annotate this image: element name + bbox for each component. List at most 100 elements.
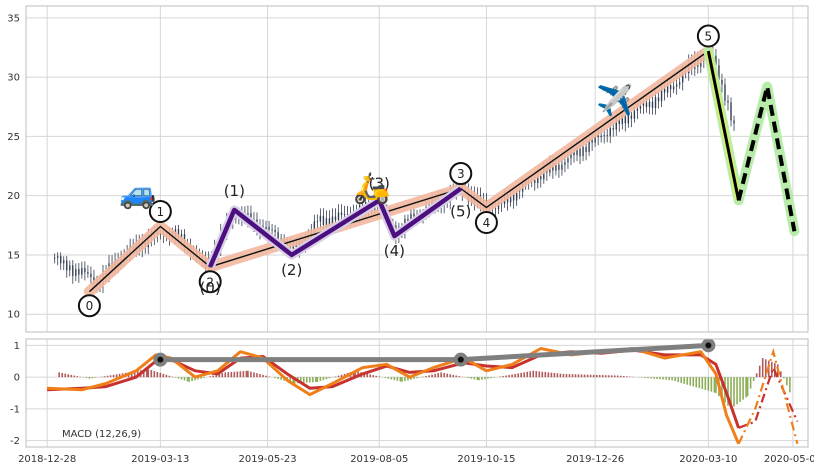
candle-body xyxy=(555,164,557,171)
price-y-tick-label: 10 xyxy=(7,310,20,321)
macd-histogram-bar xyxy=(428,375,430,378)
macd-histogram-bar xyxy=(683,377,686,384)
macd-histogram-bar xyxy=(390,377,393,380)
macd-histogram-bar xyxy=(94,377,97,378)
macd-histogram-bar xyxy=(416,377,418,379)
candle-body xyxy=(540,176,542,180)
macd-histogram-bar xyxy=(277,377,279,379)
macd-histogram-bar xyxy=(721,377,723,400)
candle-body xyxy=(597,134,599,138)
price-y-tick-label: 25 xyxy=(7,132,20,143)
macd-histogram-bar xyxy=(701,377,704,390)
candle-body xyxy=(576,148,578,156)
macd-histogram-bar xyxy=(665,377,667,380)
macd-histogram-bar xyxy=(165,374,168,378)
candle-body xyxy=(573,152,575,156)
macd-histogram-bar xyxy=(292,377,295,384)
price-panel-frame xyxy=(25,5,809,333)
macd-histogram-bar xyxy=(484,377,486,380)
candle-body xyxy=(331,216,334,227)
macd-histogram-bar xyxy=(556,373,559,378)
candle-body xyxy=(645,102,648,107)
candle-body xyxy=(346,214,349,216)
macd-histogram-bar xyxy=(186,377,189,382)
candle-body xyxy=(180,234,183,239)
macd-histogram-bar xyxy=(337,375,340,378)
candle-body xyxy=(624,115,627,124)
candle-body xyxy=(325,218,328,225)
candle-body xyxy=(618,118,620,125)
macd-histogram-bar xyxy=(502,376,504,378)
macd-histogram-bar xyxy=(616,375,619,378)
macd-histogram-bar xyxy=(203,377,205,378)
candle-body xyxy=(295,242,297,250)
macd-histogram-bar xyxy=(156,372,159,378)
candle-body xyxy=(639,105,642,109)
candle-body xyxy=(669,85,672,90)
macd-histogram-bar xyxy=(209,376,211,378)
macd-histogram-bar xyxy=(695,377,698,388)
macd-histogram-bar xyxy=(668,377,670,381)
macd-histogram-bar xyxy=(752,377,755,381)
macd-histogram-bar xyxy=(689,377,692,386)
macd-histogram-bar xyxy=(245,370,248,378)
macd-histogram-bar xyxy=(577,374,580,378)
macd-histogram-bar xyxy=(629,376,631,378)
macd-histogram-bar xyxy=(215,374,218,378)
macd-histogram-bar xyxy=(58,372,61,378)
macd-histogram-bar xyxy=(67,374,70,378)
candle-body xyxy=(63,260,65,264)
macd-histogram-bar xyxy=(568,374,571,378)
candle-body xyxy=(337,212,340,221)
peak-marker-dot xyxy=(457,356,464,363)
candle-body xyxy=(594,134,596,143)
macd-histogram-bar xyxy=(604,375,607,378)
macd-label: MACD (12,26,9) xyxy=(62,429,141,440)
macd-panel: 1 0 -1 -2 MACD (12,26,9) xyxy=(10,338,809,448)
macd-histogram-bar xyxy=(247,370,249,378)
macd-histogram-bar xyxy=(455,375,458,378)
macd-histogram-bar xyxy=(786,377,788,386)
macd-histogram-bar xyxy=(692,377,695,387)
macd-histogram-bar xyxy=(746,377,749,397)
macd-histogram-bar xyxy=(305,377,308,383)
emoji-icon: 🚙 xyxy=(119,176,156,211)
macd-histogram-bar xyxy=(145,369,148,378)
macd-histogram-bar xyxy=(698,377,701,389)
macd-histogram-bar xyxy=(106,375,109,378)
candle-body xyxy=(271,229,273,231)
macd-histogram-bar xyxy=(322,377,325,381)
macd-histogram-bar xyxy=(147,369,150,378)
macd-histogram-bar xyxy=(526,371,529,378)
macd-histogram-bar xyxy=(309,377,311,383)
candle-body xyxy=(657,97,660,102)
candle-body xyxy=(494,208,497,210)
macd-histogram-bar xyxy=(553,372,556,378)
macd-histogram-bar xyxy=(644,377,646,378)
price-y-tick-label: 30 xyxy=(7,73,20,84)
peak-marker-dot xyxy=(157,356,164,363)
wave-label: 5 xyxy=(705,30,713,44)
macd-histogram-bar xyxy=(233,371,236,378)
macd-histogram-bar xyxy=(443,372,445,378)
macd-histogram-bar xyxy=(352,371,355,378)
macd-histogram-bar xyxy=(761,358,764,378)
macd-histogram-bar xyxy=(674,377,676,382)
candle-body xyxy=(509,193,512,203)
candle-body xyxy=(328,218,331,227)
macd-histogram-bar xyxy=(88,377,91,379)
macd-peak-trendline xyxy=(153,338,716,367)
macd-histogram-bar xyxy=(239,371,242,378)
candle-body xyxy=(663,88,666,93)
peak-marker-dot xyxy=(705,342,712,349)
macd-histogram-bar xyxy=(742,377,744,400)
macd-histogram-bar xyxy=(384,377,387,378)
macd-histogram-bar xyxy=(449,374,452,378)
candle-body xyxy=(651,101,654,108)
macd-histogram-bar xyxy=(662,377,664,380)
wave-label-circle xyxy=(198,270,222,294)
macd-histogram-bar xyxy=(493,377,495,378)
macd-histogram-bar xyxy=(334,376,337,378)
macd-histogram-bar xyxy=(458,376,461,378)
sub-waves xyxy=(206,184,464,269)
